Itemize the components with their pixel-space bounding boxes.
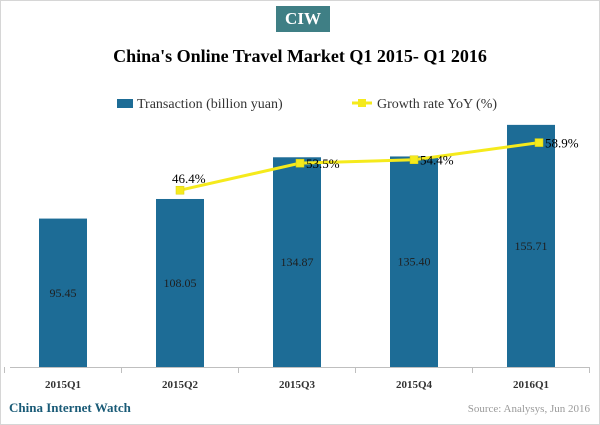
bar-2015Q4 bbox=[390, 156, 438, 367]
bar-value-label-2015Q4: 135.40 bbox=[398, 255, 431, 269]
growth-line-series: 46.4% 53.5% 54.4% 58.9% bbox=[172, 136, 579, 195]
x-tick-label-2015Q3: 2015Q3 bbox=[279, 379, 316, 391]
bar-value-label-2015Q2: 108.05 bbox=[164, 276, 197, 290]
legend-line-marker bbox=[358, 99, 366, 107]
bar-value-label-2015Q3: 134.87 bbox=[281, 255, 314, 269]
growth-marker-2015Q4 bbox=[409, 155, 419, 164]
x-tick-label-2015Q1: 2015Q1 bbox=[45, 379, 81, 391]
growth-line bbox=[179, 141, 540, 192]
x-tick-label-2016Q1: 2016Q1 bbox=[513, 379, 549, 391]
bar-value-label-2015Q1: 95.45 bbox=[50, 286, 77, 300]
bar-2015Q3 bbox=[273, 157, 321, 367]
x-axis: 2015Q1 2015Q2 2015Q3 2015Q4 2016Q1 bbox=[4, 367, 590, 391]
footer-brand: China Internet Watch bbox=[9, 400, 131, 415]
legend-bar-swatch bbox=[117, 99, 133, 108]
growth-marker-2015Q3 bbox=[295, 158, 305, 168]
growth-marker-2015Q2 bbox=[175, 185, 185, 195]
growth-value-label-2015Q4: 54.4% bbox=[420, 153, 454, 168]
bar-2015Q2 bbox=[156, 198, 204, 367]
footer-source: Source: Analysys, Jun 2016 bbox=[467, 403, 590, 415]
growth-value-label-2015Q2: 46.4% bbox=[172, 171, 206, 186]
legend-label-growth: Growth rate YoY (%) bbox=[377, 97, 497, 112]
growth-value-label-2016Q1: 58.9% bbox=[545, 136, 579, 151]
bar-series: 95.45 108.05 134.87 135.40 155.71 bbox=[39, 124, 555, 368]
chart-legend: Transaction (billion yuan) Growth rate Yo… bbox=[117, 97, 497, 112]
x-tick-label-2015Q4: 2015Q4 bbox=[396, 379, 433, 391]
legend-label-transaction: Transaction (billion yuan) bbox=[137, 97, 283, 112]
growth-value-label-2015Q3: 53.5% bbox=[306, 156, 340, 171]
x-tick-label-2015Q2: 2015Q2 bbox=[162, 379, 199, 391]
growth-marker-2016Q1 bbox=[534, 138, 544, 147]
ciw-logo-badge: CIW bbox=[276, 6, 330, 32]
bar-2016Q1 bbox=[507, 124, 555, 368]
bar-2015Q1 bbox=[39, 218, 87, 367]
bar-value-label-2016Q1: 155.71 bbox=[515, 239, 548, 253]
chart-title: China's Online Travel Market Q1 2015- Q1… bbox=[113, 46, 487, 66]
